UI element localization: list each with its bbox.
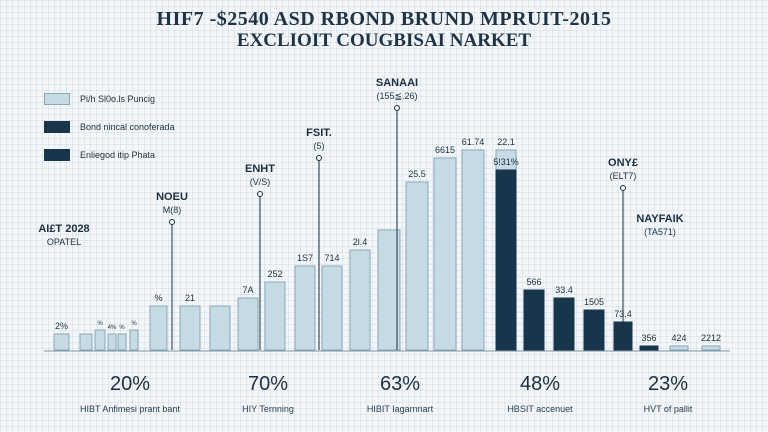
bar [209,305,231,351]
annotation-label: SANAAI [376,77,418,89]
stat-value: 70% [247,373,289,395]
bar-value-label: 2212 [701,333,721,343]
stat-caption: HIY Ternning [242,404,294,414]
bar [294,265,316,351]
bar [149,305,168,351]
legend-swatch-dark [44,149,70,161]
bar [405,181,429,351]
annotation-marker [257,191,263,197]
bar-value-label: 22.1 [497,137,515,147]
annotation-label: (ELT7) [610,171,637,181]
bar [701,345,721,351]
annotation-label: ONY£ [608,157,638,169]
bar [94,329,106,351]
annotation-label: OPATEL [47,237,81,247]
bar [79,333,93,351]
bar-value-label: 61.74 [462,137,485,147]
bar [349,249,371,351]
bottom-stats-captions: HIBT Anfimesi prant bant HIY Ternning HI… [0,404,768,418]
bar-value-label: 25.5 [408,169,426,179]
bars-group: 2%%4%%%%217A2521S77142l.44.S25.5661561.7… [53,137,721,351]
annotation-marker [394,105,400,111]
bar-value-label: % [131,321,137,327]
bar-value-label: 1505 [584,297,604,307]
bar [639,345,659,351]
bar [117,333,127,351]
bar [53,333,70,351]
stat-caption: HBSIT accenuet [507,404,573,414]
bar [179,305,201,351]
bar [433,157,457,351]
legend-swatch-dark [44,121,70,133]
bar-value-label: 356 [641,333,656,343]
legend-swatch-light [44,93,70,105]
stat-caption: HVT of pallit [643,404,693,414]
annotation-marker [620,185,626,191]
bar [237,297,259,351]
bar-value-label: 424 [671,333,686,343]
bar [129,329,139,351]
annotation-label: AI£T 2028 [38,223,89,235]
legend-item: Bond nincal conoferada [44,120,175,134]
annotation-label: M(8) [163,205,182,215]
bar [495,169,517,351]
legend-label: Pi/h Sl0o.ls Puncig [80,94,156,104]
bar [321,265,343,351]
annotation-label: FSIT. [306,127,332,139]
bar-value-label: 7A [242,285,253,295]
bar [553,297,575,351]
annotation-marker [316,155,322,161]
bar-value-label: % [97,321,103,327]
bar-value-label: 252 [267,269,282,279]
bar [669,345,689,351]
annotation-label: (V/S) [250,177,271,187]
stat-value: 20% [109,373,151,395]
bar-value-label: 566 [526,277,541,287]
bar-value-label: 33.4 [555,285,573,295]
legend-label: Bond nincal conoferada [80,122,175,132]
bar [461,149,485,351]
bar-value-label: 6615 [435,145,455,155]
stat-caption: HIBIT Iagarnnart [366,404,434,414]
annotation-label: (5) [314,141,325,151]
bar [264,281,286,351]
bar-value-label: 714 [324,253,339,263]
bar-value-label: % [119,325,125,331]
annotation-label: (155≦.26) [376,91,417,101]
stat-value: 63% [379,373,421,395]
bar-value-label: 2% [55,321,68,331]
bar-value-label: 21 [185,293,195,303]
annotation-label: (TA571) [644,227,676,237]
stat-value: 23% [647,373,689,395]
annotation-label: NOEU [156,191,188,203]
bar-value-label: 1S7 [297,253,313,263]
annotation-label: ENHT [245,163,275,175]
legend-item: Enliegod itip Phata [44,148,175,162]
bar [377,229,401,351]
stat-value: 48% [519,373,561,395]
bar [107,333,117,351]
annotation-marker [169,219,175,225]
annotation-label: NAYFAIK [636,213,683,225]
chart-title-line-2: EXCLIOIT COUGBISAI NARKET [236,30,532,51]
legend: Pi/h Sl0o.ls Puncig Bond nincal conofera… [44,92,175,176]
bar-value-label: 2l.4 [353,237,368,247]
legend-item: Pi/h Sl0o.ls Puncig [44,92,175,106]
bar-value-label: % [154,293,162,303]
bar-value-label: 5!31% [493,157,519,167]
bar-value-label: 4% [108,325,117,331]
bar [523,289,545,351]
bar [583,309,605,351]
bottom-stats-values: 20% 70% 63% 48% 23% [0,373,768,395]
legend-label: Enliegod itip Phata [80,150,156,160]
stat-caption: HIBT Anfimesi prant bant [80,404,180,414]
chart-title-line-1: HIF7 -$2540 ASD RBOND BRUND MPRUIT-2015 [156,8,612,30]
